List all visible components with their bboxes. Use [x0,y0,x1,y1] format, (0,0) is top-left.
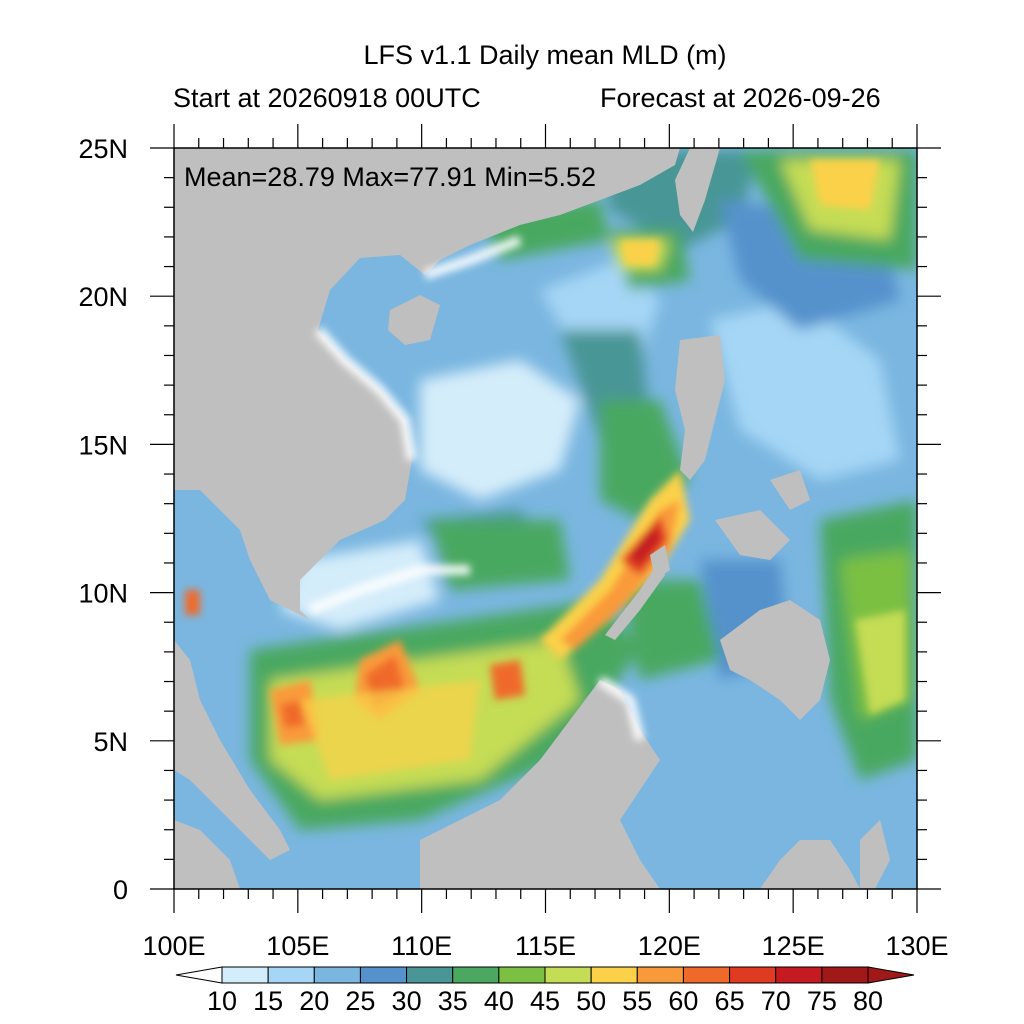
colorbar-label: 55 [622,986,652,1016]
colorbar-label: 40 [484,986,514,1016]
y-tick-label: 20N [78,282,128,312]
axis-ticks [150,124,941,913]
colorbar-box [221,966,269,984]
colorbar-box [729,966,777,984]
colorbar-box [682,966,731,984]
stats-label: Mean=28.79 Max=77.91 Min=5.52 [184,162,597,192]
colorbar-box [636,966,684,984]
y-tick-label: 15N [78,430,128,460]
colorbar-box [544,966,592,984]
land-masses [174,148,890,889]
colorbar-label: 30 [392,986,422,1016]
colorbar-high-arrow [867,966,915,984]
colorbar-label: 45 [530,986,560,1016]
colorbar-label: 75 [807,986,837,1016]
x-tick-label: 110E [391,931,452,961]
colorbar-box [590,966,638,984]
map-area [174,148,917,889]
colorbar-label: 50 [576,986,606,1016]
x-tick-label: 125E [762,931,825,961]
colorbar-label: 70 [761,986,791,1016]
colorbar-box [406,966,454,984]
x-tick-label: 100E [142,931,205,961]
x-axis-labels: 100E 105E 110E 115E 120E 125E 130E [142,931,948,961]
colorbar-low-arrow [175,966,223,984]
colorbar-label: 60 [668,986,698,1016]
y-tick-label: 10N [78,579,128,609]
colorbar-label: 65 [715,986,745,1016]
x-tick-label: 115E [515,931,576,961]
x-tick-label: 130E [885,931,948,961]
colorbar-box [267,966,315,984]
y-axis-labels: 25N 20N 15N 10N 5N 0 [78,134,128,905]
x-tick-label: 105E [266,931,329,961]
coastal-shallows [308,235,645,742]
x-tick-label: 120E [638,931,701,961]
colorbar-label: 20 [299,986,329,1016]
colorbar-box [452,966,500,984]
colorbar-label: 80 [853,986,883,1016]
colorbar-label: 25 [345,986,375,1016]
mld-highs [185,160,905,780]
y-tick-label: 5N [93,727,128,757]
colorbar-label: 10 [207,986,237,1016]
y-tick-label: 0 [113,875,128,905]
colorbar-box [359,966,408,984]
colorbar-box [775,966,823,984]
colorbar-box [313,966,361,984]
colorbar-label: 35 [438,986,468,1016]
colorbar-box [821,966,869,984]
colorbar-box [498,966,546,984]
forecast-time-label: Forecast at 2026-09-26 [600,83,881,113]
start-time-label: Start at 20260918 00UTC [173,83,481,113]
colorbar-label: 15 [253,986,283,1016]
colorbar: 10 15 20 25 30 35 40 45 50 55 60 65 70 75 80 [175,966,915,1016]
y-tick-label: 25N [78,134,128,164]
map-title: LFS v1.1 Daily mean MLD (m) [363,40,727,70]
